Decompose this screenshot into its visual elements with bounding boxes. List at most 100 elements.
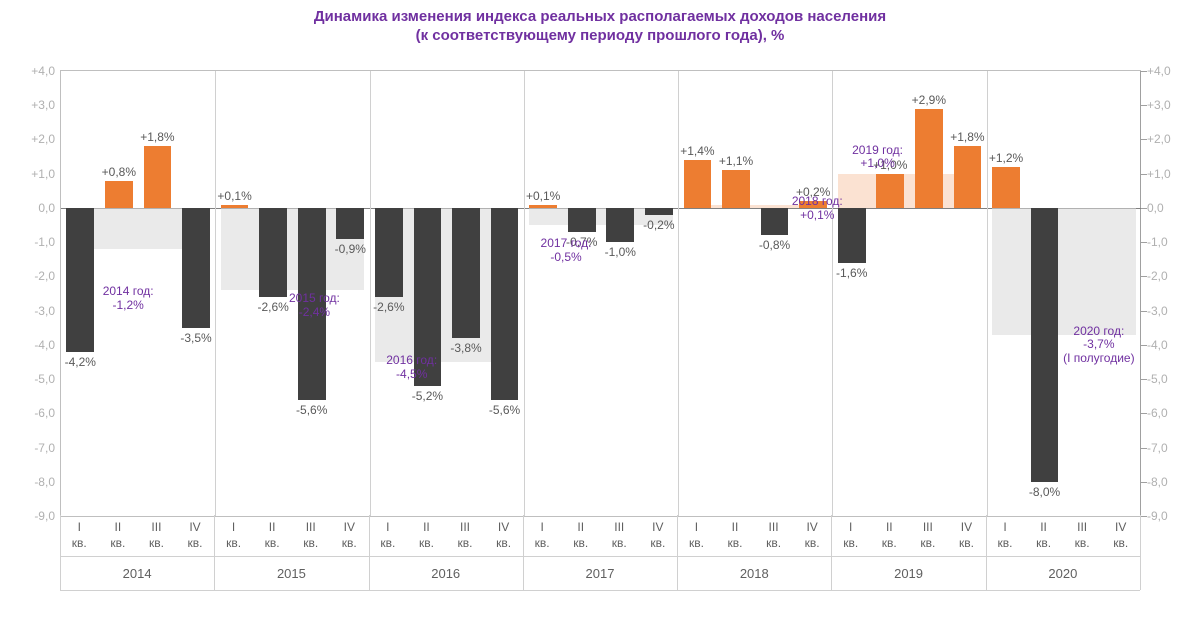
bar-value-label: -1,0% [605, 245, 636, 259]
x-year-label: 2019 [831, 566, 985, 581]
quarter-bar [336, 208, 364, 239]
x-quarter-suffix: кв. [990, 536, 1020, 550]
x-year-label: 2016 [369, 566, 523, 581]
x-quarter-label: IV [797, 520, 827, 534]
x-quarter-suffix: кв. [527, 536, 557, 550]
bar-value-label: +0,8% [102, 165, 136, 179]
x-year-label: 2020 [986, 566, 1140, 581]
x-quarter-label: III [1067, 520, 1097, 534]
x-quarter-label: II [411, 520, 441, 534]
y-tick-left: +2,0 [15, 132, 55, 146]
quarter-bar [761, 208, 789, 235]
x-quarter-suffix: кв. [257, 536, 287, 550]
bar-value-label: +1,4% [680, 144, 714, 158]
year-separator [987, 71, 988, 516]
bar-value-label: -0,9% [335, 242, 366, 256]
x-quarter-label: I [681, 520, 711, 534]
x-quarter-label: III [604, 520, 634, 534]
year-annotation: 2018 год:+0,1% [792, 195, 843, 223]
bar-value-label: -5,6% [296, 403, 327, 417]
y-tick-left: -8,0 [15, 475, 55, 489]
x-quarter-label: I [373, 520, 403, 534]
y-tick-mark [1141, 345, 1147, 346]
x-quarter-label: IV [489, 520, 519, 534]
year-annotation: 2020 год:-3,7%(I полугодие) [1063, 325, 1134, 366]
x-quarter-suffix: кв. [566, 536, 596, 550]
bar-value-label: +1,8% [950, 130, 984, 144]
bar-value-label: -2,6% [373, 300, 404, 314]
bar-value-label: +0,1% [526, 189, 560, 203]
x-quarter-suffix: кв. [103, 536, 133, 550]
y-tick-right: -8,0 [1147, 475, 1187, 489]
y-tick-mark [1141, 276, 1147, 277]
year-separator [678, 71, 679, 516]
y-tick-right: +2,0 [1147, 132, 1187, 146]
quarter-bar [992, 167, 1020, 208]
x-quarter-label: III [913, 520, 943, 534]
year-annotation: 2017 год:-0,5% [541, 237, 592, 265]
axis-separator [60, 590, 1140, 591]
quarter-bar [529, 205, 557, 208]
y-tick-mark [1141, 242, 1147, 243]
x-quarter-suffix: кв. [643, 536, 673, 550]
quarter-bar [491, 208, 519, 400]
y-tick-left: -7,0 [15, 441, 55, 455]
bar-value-label: -8,0% [1029, 485, 1060, 499]
x-quarter-suffix: кв. [720, 536, 750, 550]
x-quarter-suffix: кв. [759, 536, 789, 550]
y-tick-mark [1141, 71, 1147, 72]
x-quarter-suffix: кв. [1029, 536, 1059, 550]
x-quarter-label: II [257, 520, 287, 534]
x-quarter-label: II [874, 520, 904, 534]
axis-separator [369, 515, 370, 590]
axis-separator [677, 515, 678, 590]
quarter-bar [452, 208, 480, 338]
y-tick-right: -3,0 [1147, 304, 1187, 318]
plot-area: -9,0-9,0-8,0-8,0-7,0-7,0-6,0-6,0-5,0-5,0… [60, 70, 1141, 517]
quarter-bar [915, 109, 943, 208]
bar-value-label: -5,2% [412, 389, 443, 403]
y-tick-left: +1,0 [15, 167, 55, 181]
y-tick-left: -9,0 [15, 509, 55, 523]
y-tick-left: -3,0 [15, 304, 55, 318]
x-year-label: 2018 [677, 566, 831, 581]
x-quarter-suffix: кв. [489, 536, 519, 550]
bar-value-label: -3,5% [180, 331, 211, 345]
quarter-bar [259, 208, 287, 297]
x-quarter-label: III [450, 520, 480, 534]
quarter-bar [221, 205, 249, 208]
bar-value-label: -0,8% [759, 238, 790, 252]
x-quarter-label: I [527, 520, 557, 534]
y-tick-mark [1141, 105, 1147, 106]
y-tick-right: 0,0 [1147, 201, 1187, 215]
y-tick-mark [1141, 174, 1147, 175]
axis-separator [214, 515, 215, 590]
y-tick-right: +4,0 [1147, 64, 1187, 78]
axis-separator [60, 515, 61, 590]
y-tick-right: -7,0 [1147, 441, 1187, 455]
chart-title: Динамика изменения индекса реальных расп… [0, 8, 1200, 46]
x-quarter-label: I [64, 520, 94, 534]
y-tick-left: -6,0 [15, 406, 55, 420]
y-tick-left: -5,0 [15, 372, 55, 386]
y-tick-right: -9,0 [1147, 509, 1187, 523]
y-tick-mark [1141, 482, 1147, 483]
y-tick-left: +4,0 [15, 64, 55, 78]
bar-value-label: +0,1% [217, 189, 251, 203]
quarter-bar [684, 160, 712, 208]
y-tick-right: +3,0 [1147, 98, 1187, 112]
axis-separator [986, 515, 987, 590]
quarter-bar [876, 174, 904, 208]
x-year-label: 2017 [523, 566, 677, 581]
y-tick-mark [1141, 448, 1147, 449]
x-quarter-suffix: кв. [141, 536, 171, 550]
axis-separator [60, 556, 1140, 557]
x-year-label: 2014 [60, 566, 214, 581]
x-quarter-suffix: кв. [1067, 536, 1097, 550]
quarter-bar [722, 170, 750, 208]
y-tick-mark [1141, 208, 1147, 209]
x-quarter-suffix: кв. [219, 536, 249, 550]
quarter-bar [66, 208, 94, 352]
bar-value-label: +1,2% [989, 151, 1023, 165]
quarter-bar [645, 208, 673, 215]
